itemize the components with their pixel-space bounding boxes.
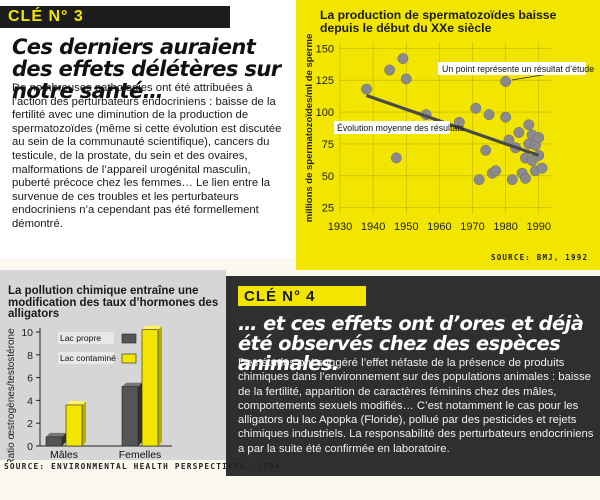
sperm-chart-title: La production de spermatozoïdes baisse d… [320,8,557,35]
cle3-headline: Ces derniers auraient des effets délétèr… [12,35,281,103]
alligator-chart-category-label: Femelles [119,449,162,461]
cle4-headline: … et ces effets ont d’ores et déjà été o… [238,312,584,375]
cle3-body-text: De nombreuses pathologies ont été attrib… [12,82,282,230]
sperm-chart-point [520,172,531,184]
alligator-chart-bar [65,404,83,447]
sperm-chart-y-tick: 100 [316,107,334,119]
sperm-chart-point [390,152,402,164]
cle4-panel [226,276,600,476]
sperm-chart-point [361,83,372,95]
alligator-chart-bar-top [122,382,142,387]
sperm-chart-x-tick: 1990 [527,221,551,233]
sperm-chart-point [523,119,535,131]
sperm-chart-point-annotation: Un point représente un résultat d’étude [442,64,594,74]
alligator-chart-bar-top [46,432,66,437]
cle4-body-text: Des études ont suggéré l’effet néfaste d… [238,357,594,455]
sperm-chart-y-tick: 150 [316,43,334,55]
sperm-chart-x-tick: 1940 [361,221,385,233]
alligator-chart-y-tick: 0 [27,441,33,453]
cle4-label: CLÉ N° 4 [244,288,316,305]
sperm-chart-y-tick: 125 [316,75,334,87]
sperm-chart-trend-label: Évolution moyenne des résultats [337,123,465,133]
sperm-chart-x-tick: 1970 [460,221,484,233]
cle3-panel: CLÉ N° 3 Ces derniers auraient des effet… [0,0,296,258]
alligator-chart-svg: 0 2 4 6 8 10 Ratio œstrogènes/testostérone Mâle… [6,325,172,462]
alligator-chart-y-axis-label: Ratio œstrogènes/testostérone [6,328,17,462]
sperm-chart-trend-line [365,93,540,157]
sperm-chart-point [533,132,545,144]
sperm-chart-y-axis-label: millions de spermatozoïdes/ml de sperme [304,34,315,222]
alligator-chart-title: La pollution chimique entraîne une modif… [8,285,219,320]
sperm-chart-panel: La production de spermatozoïdes baisse d… [296,0,600,270]
alligator-chart-legend-swatch [121,353,137,364]
sperm-chart-y-tick: 75 [322,139,334,151]
sperm-chart-x-tick: 1950 [394,221,418,233]
sperm-chart-point [483,109,495,121]
cle4-tab: CLÉ N° 4 [238,286,366,306]
sperm-chart-point [480,144,492,156]
alligator-chart-bar [121,386,139,447]
sperm-chart-point [536,162,548,174]
sperm-chart-annotation-box [438,62,586,75]
alligator-chart-y-tick: 10 [21,327,33,339]
sperm-chart-point [470,102,482,114]
alligator-chart-legend-swatch [121,333,137,344]
alligator-chart-y-tick: 8 [27,350,33,362]
sperm-chart-x-tick: 1930 [328,221,352,233]
sperm-chart-x-tick: 1960 [427,221,451,233]
alligator-chart-y-tick: 6 [27,373,33,385]
alligator-chart-bar [141,329,159,447]
sperm-chart-point [500,111,512,123]
sperm-chart-point [400,73,412,85]
sperm-chart-svg: 25 50 75 100 125 150 1930 1940 1950 1960 1970 1980 1… [304,34,594,233]
alligator-chart-bar-side [158,325,162,446]
alligator-chart-y-tick: 2 [27,418,33,430]
alligator-chart-legend-label: Lac contaminé [60,353,116,363]
sperm-chart-point [490,165,502,177]
cle3-tab: CLÉ N° 3 [0,6,230,28]
sperm-chart-trend-label-box [334,121,450,134]
alligator-chart-bar [45,436,63,447]
alligator-chart-panel [0,270,226,460]
alligator-chart-source: SOURCE: ENVIRONMENTAL HEALTH PERSPECTIVE… [4,462,282,471]
alligator-chart-y-tick: 4 [27,395,33,407]
sperm-chart-x-tick: 1980 [493,221,517,233]
alligator-chart-bar-side [62,432,66,446]
alligator-chart-legend-bg [58,332,114,344]
sperm-chart-source: SOURCE: BMJ, 1992 [491,253,589,262]
sperm-chart-y-tick: 25 [322,203,334,215]
alligator-chart-bar-side [138,382,142,446]
sperm-chart-point [500,76,512,87]
sperm-chart-point [513,127,525,138]
alligator-chart-legend-label: Lac propre [60,333,101,343]
alligator-chart-bar-top [142,325,162,330]
alligator-chart-legend-bg [58,352,114,364]
sperm-chart-point [506,174,518,186]
alligator-chart-bar-side [82,400,86,446]
alligator-chart-bar-top [66,400,86,405]
sperm-chart-point [384,64,396,76]
sperm-chart-y-tick: 50 [322,171,334,183]
alligator-chart-category-label: Mâles [50,449,78,461]
sperm-chart-point [397,53,409,65]
sperm-chart-point [473,174,485,186]
cle3-label: CLÉ N° 3 [8,8,84,25]
